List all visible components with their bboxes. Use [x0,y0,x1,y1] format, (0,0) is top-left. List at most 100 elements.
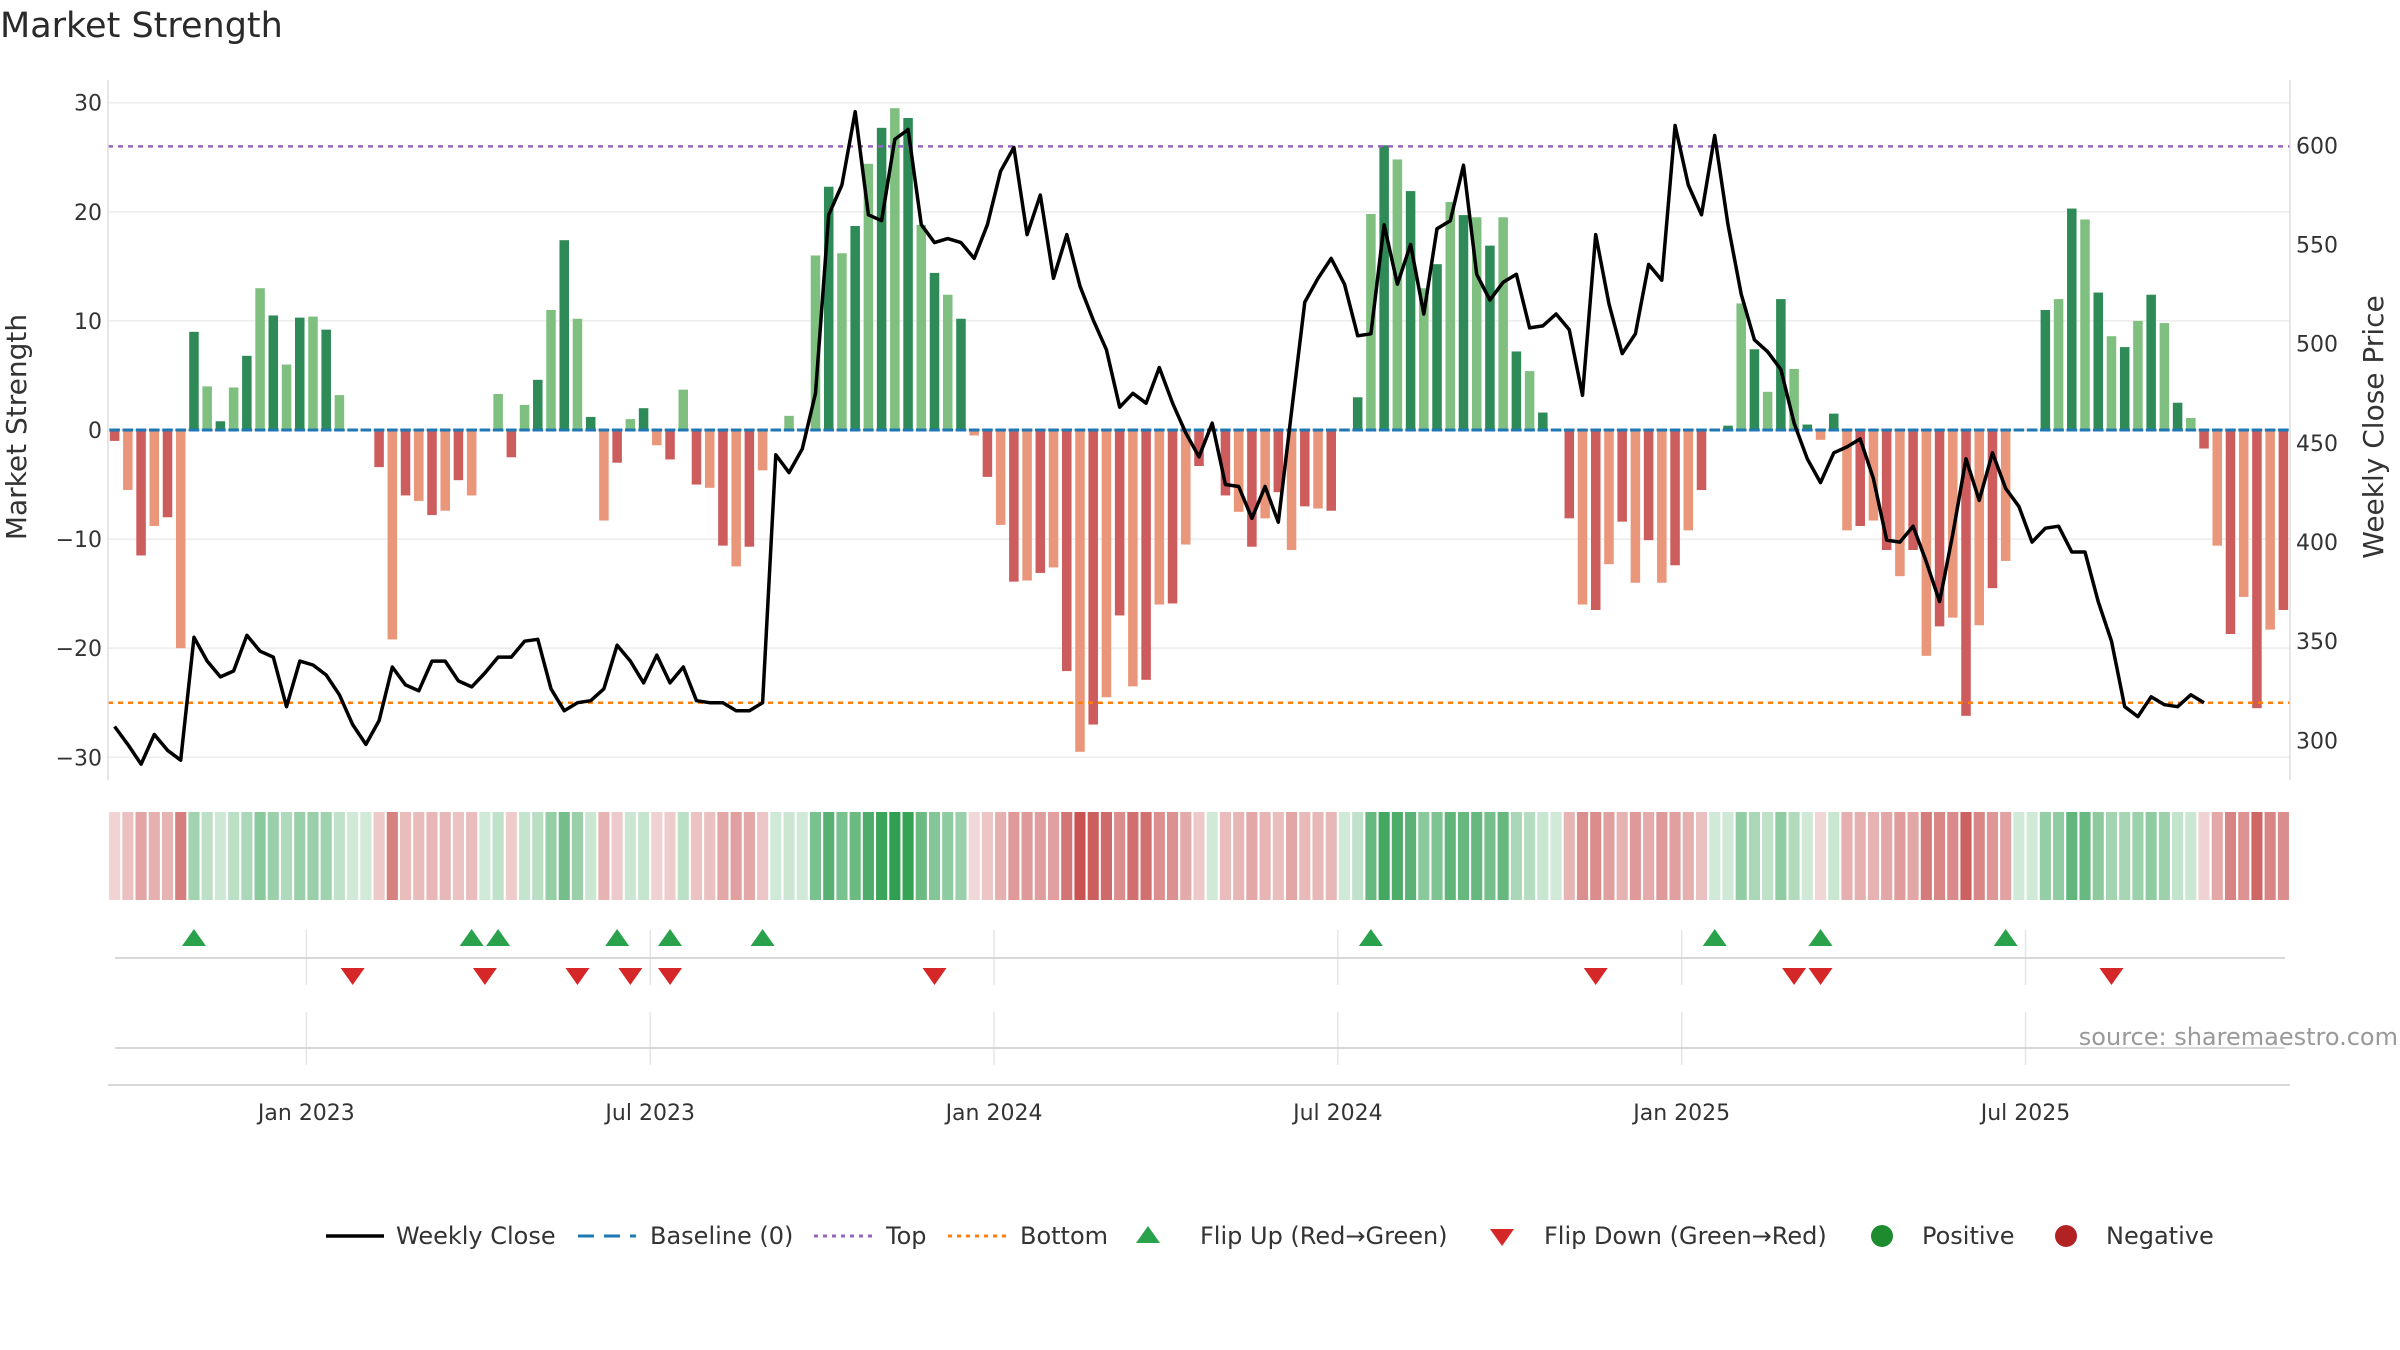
strip-cell [175,812,187,900]
legend-negative-label: Negative [2106,1222,2214,1250]
strength-bar [1934,430,1945,627]
strip-cell [1775,812,1787,900]
strip-cell [439,812,451,900]
strip-cell [135,812,147,900]
weekly-close-line [113,109,2205,766]
strength-bar [334,395,345,430]
x-tick-label: Jan 2023 [256,1101,355,1126]
strength-bar [1114,430,1125,616]
strength-bar [493,394,503,430]
strip-cell [2264,812,2276,900]
strip-cell [2211,812,2223,900]
strength-bar [2040,310,2051,430]
reference-lines-layer [108,145,2290,704]
flip-up-marker [486,929,511,946]
strength-bar [718,430,728,546]
strength-bar [506,430,517,458]
strip-cell [532,812,544,900]
strength-bar [1815,430,1826,440]
strength-bar [757,430,768,471]
strip-cell [1431,812,1443,900]
strength-bar [731,430,741,567]
strip-cell [1801,812,1813,900]
strip-cell [1166,812,1179,900]
flip-down-marker [472,968,497,985]
strip-cell [1563,812,1575,900]
strip-cell [188,812,200,900]
strip-cell [2119,812,2131,900]
x-axis: Jan 2023 Jul 2023 Jan 2024 Jul 2024 Jan 2025… [108,1047,2290,1126]
strength-bar [1590,430,1601,610]
flip-up-marker [181,929,206,946]
strength-bar [1829,413,1839,430]
strip-cell [1484,812,1496,900]
strength-bar [400,430,411,496]
strip-cell [1947,812,1959,900]
strip-cell [2000,812,2012,900]
strength-bar [585,416,596,430]
strip-cell [2092,812,2104,900]
strength-bar [969,430,979,436]
strip-cell [413,812,425,900]
strength-bar [942,294,953,430]
strength-bar [1181,430,1191,545]
flip-down-marker [1782,968,1807,985]
strip-cell [228,812,240,900]
strip-cell [1788,812,1800,900]
legend-flip-up-label: Flip Up (Red→Green) [1200,1222,1448,1250]
strip-cell [1272,812,1284,900]
strip-cell [122,812,134,900]
strength-bar [533,379,543,430]
strength-bar [1776,299,1786,430]
strip-cell [1405,812,1417,900]
strip-cell [1643,812,1655,900]
strength-bar [1022,430,1032,581]
strip-cell [1603,812,1615,900]
strength-bar [572,318,583,430]
strip-cell [558,812,570,900]
strength-bar [665,430,675,460]
strength-bar [2172,402,2183,430]
strip-cell [1444,812,1456,900]
strength-bar [916,224,927,430]
strip-cell [611,812,623,900]
strip-cell [1616,812,1628,900]
strength-bar [281,364,292,430]
strip-cell [267,812,279,900]
strip-cell [1418,812,1430,900]
strength-bar [744,430,755,547]
strength-bar [1313,430,1323,509]
strip-cell [862,812,874,900]
strip-cell [214,812,226,900]
strength-bar [1048,430,1059,568]
strip-cell [1061,812,1073,900]
y-right-tick-label: 300 [2296,729,2338,754]
x-tick-label: Jan 2025 [1631,1101,1730,1126]
strength-bar [215,421,226,430]
strip-cell [1246,812,1258,900]
strength-bar [1683,430,1694,531]
strip-cell [1894,812,1906,900]
x-tick-label: Jul 2023 [603,1101,695,1126]
strength-bar [810,255,821,430]
strength-bar [1723,425,1733,430]
strength-bar [1524,371,1535,430]
strip-cell [1590,812,1602,900]
legend-baseline-label: Baseline (0) [650,1222,793,1250]
strip-cell [1021,812,1033,900]
strength-bar [1485,245,1495,430]
strip-cell [2039,812,2051,900]
strength-bar [2278,430,2289,610]
strength-bar [255,288,265,430]
strip-cell [1087,812,1099,900]
strip-cell [638,812,650,900]
strength-bar [387,430,398,640]
strength-bar [1075,430,1085,752]
strip-cell [1047,812,1060,900]
strip-cell [2079,812,2091,900]
strength-bar [704,430,715,488]
y-left-tick-label: −10 [56,528,102,553]
axes-layer: 30 20 10 0 −10 −20 −30 600 550 500 450 400 350 300 [56,80,2338,780]
strip-cell [1140,812,1152,900]
strip-cell [1471,812,1483,900]
